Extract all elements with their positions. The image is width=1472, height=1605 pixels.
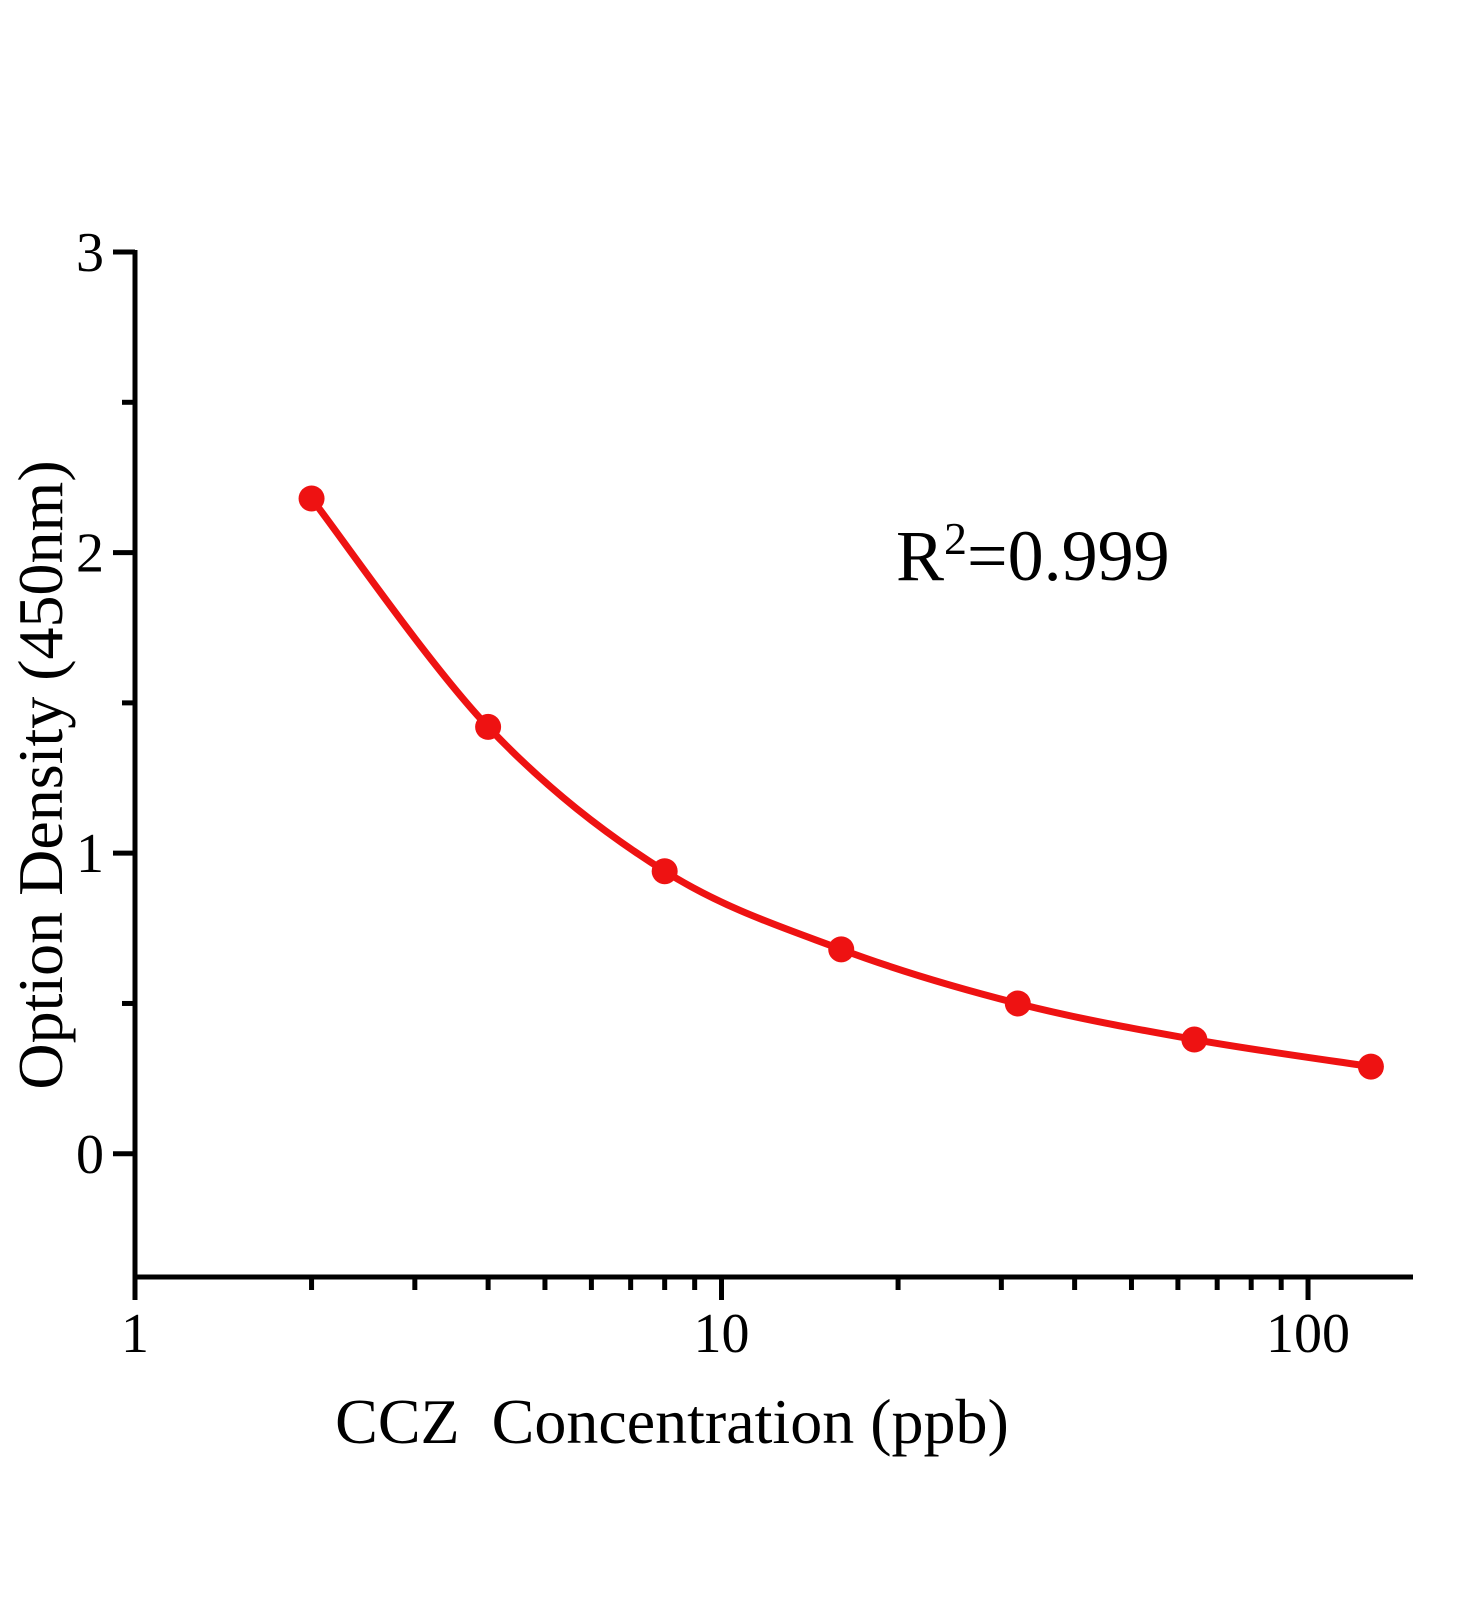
data-point [828,936,855,963]
data-point [475,713,502,740]
r-squared-superscript: 2 [944,513,967,564]
data-point [298,485,325,512]
r-squared-annotation: R2=0.999 [896,513,1170,596]
y-axis-title: Option Density (450nm) [5,460,76,1089]
y-tick-label: 3 [76,222,104,284]
axes-frame [132,250,1413,1280]
plot-area: 0 1 2 3 1 10 100 [76,222,1413,1365]
x-tick-label: 10 [694,1303,750,1365]
data-point [1004,990,1031,1017]
x-tick-label: 1 [121,1303,149,1365]
x-axis-title: CCZ Concentration (ppb) [335,1386,1009,1457]
data-point [1181,1026,1208,1053]
r-squared-base: R [896,516,944,596]
data-point [651,858,678,885]
data-point [1357,1053,1384,1080]
r-squared-value: =0.999 [967,516,1170,596]
x-tick-label: 100 [1266,1303,1350,1365]
series-line [308,494,1375,1071]
y-tick-label: 2 [76,523,104,585]
y-tick-label: 0 [76,1124,104,1186]
y-tick-label: 1 [76,823,104,885]
